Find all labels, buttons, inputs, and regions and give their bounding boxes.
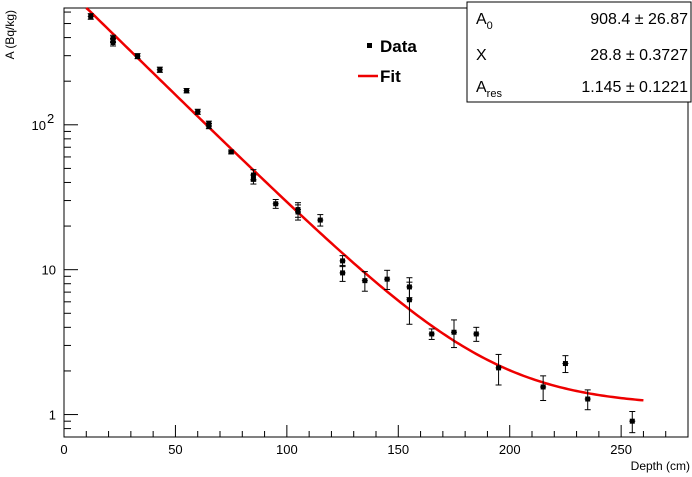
data-marker [562, 361, 568, 367]
y-tick-label: 10 [42, 263, 56, 278]
data-point [361, 271, 368, 292]
legend: Data Fit [358, 37, 417, 86]
data-marker [406, 297, 412, 303]
data-marker [585, 396, 591, 402]
stats-row-x-value: 28.8 ± 0.3727 [590, 47, 688, 64]
stats-box-frame [466, 1, 692, 103]
legend-fit-label: Fit [380, 67, 401, 86]
data-point [540, 375, 547, 402]
data-marker [384, 276, 390, 282]
data-point [473, 326, 480, 342]
y-axis-title: A (Bq/kg) [3, 10, 17, 59]
data-point [134, 53, 141, 60]
stats-row-ares-name: Ares [476, 79, 502, 100]
data-marker [273, 201, 279, 207]
data-marker [317, 217, 323, 223]
data-marker [88, 13, 94, 19]
data-marker [295, 209, 301, 215]
data-marker [629, 418, 635, 424]
x-tick-label: 0 [60, 442, 67, 457]
stats-row-a0-value: 908.4 ± 26.87 [590, 11, 688, 28]
data-point [183, 88, 190, 94]
data-point [451, 319, 457, 349]
data-marker [451, 329, 457, 335]
data-point [584, 389, 591, 411]
data-marker [184, 88, 190, 94]
y-tick-exponent: 2 [47, 111, 54, 126]
data-marker [340, 258, 346, 264]
data-marker [340, 270, 346, 276]
x-tick-label: 150 [387, 442, 409, 457]
x-tick-label: 100 [276, 442, 298, 457]
data-point [339, 264, 346, 282]
data-marker [473, 331, 479, 337]
data-marker [540, 384, 546, 390]
data-point [629, 410, 636, 434]
legend-data-label: Data [380, 37, 417, 56]
data-marker [429, 331, 435, 337]
data-marker [135, 53, 141, 59]
data-marker [195, 109, 201, 115]
y-tick-label: 10 [32, 118, 46, 133]
data-point [317, 214, 324, 227]
data-point [110, 38, 117, 47]
x-axis-title: Depth (cm) [631, 459, 690, 473]
stats-row-ares-value: 1.145 ± 0.1221 [581, 79, 688, 96]
y-tick-label: 1 [49, 408, 56, 423]
stats-box: A0 908.4 ± 26.87 X 28.8 ± 0.3727 Ares 1.… [466, 1, 692, 103]
data-marker [228, 149, 234, 155]
data-marker [250, 176, 256, 182]
data-marker [496, 365, 502, 371]
x-tick-label: 250 [610, 442, 632, 457]
data-point [205, 123, 212, 130]
data-point [295, 204, 301, 221]
data-marker [110, 35, 116, 41]
stats-row-a0-name: A0 [476, 11, 493, 32]
data-points-layer [87, 13, 636, 434]
data-point [194, 108, 201, 115]
data-point [562, 355, 569, 374]
legend-data-marker [367, 43, 372, 48]
data-marker [362, 278, 368, 284]
data-point [406, 281, 413, 325]
data-point [384, 269, 391, 290]
data-marker [110, 39, 116, 45]
data-point [156, 66, 163, 73]
x-axis: 0 50 100 150 200 250 [60, 425, 689, 457]
data-marker [157, 67, 163, 73]
data-point [495, 353, 502, 386]
data-point [272, 199, 279, 209]
x-tick-label: 200 [499, 442, 521, 457]
data-point [87, 13, 94, 20]
x-tick-label: 50 [168, 442, 182, 457]
stats-row-x-name: X [476, 47, 487, 64]
data-point [250, 174, 257, 185]
data-point [428, 328, 435, 340]
data-point [228, 149, 235, 155]
data-marker [206, 123, 212, 129]
